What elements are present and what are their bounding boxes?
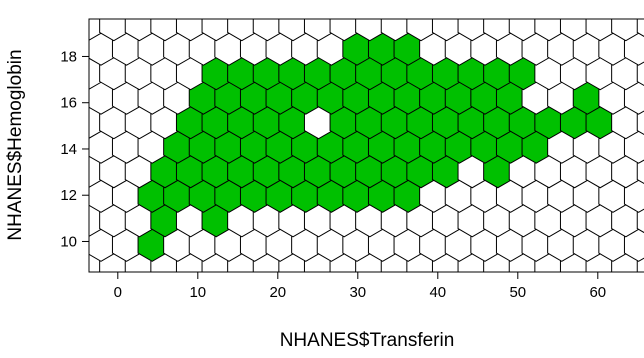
y-tick-label: 18 <box>60 48 77 65</box>
hex-cell <box>611 19 641 42</box>
hex-cell <box>623 129 644 164</box>
y-tick-label: 14 <box>60 141 77 158</box>
hex-cell <box>175 19 206 42</box>
hex-cell <box>303 19 334 42</box>
y-tick-label: 10 <box>60 233 77 250</box>
hex-cell <box>406 19 436 42</box>
hex-cell <box>623 228 644 262</box>
x-axis-title: NHANES$Transferin <box>280 330 455 351</box>
hex-cell <box>636 109 644 136</box>
hex-cell <box>636 158 644 185</box>
axes: 0 10 20 30 40 50 60 10 12 14 16 18 <box>60 18 644 301</box>
hex-cell <box>636 207 644 234</box>
hex-cell <box>483 19 513 42</box>
hex-cell <box>252 19 283 42</box>
hex-cell <box>355 19 385 42</box>
x-tick-label: 10 <box>189 284 206 301</box>
hex-cell <box>623 31 644 66</box>
x-tick-label: 0 <box>114 284 122 301</box>
hex-cell <box>380 19 411 42</box>
hex-cell <box>623 80 644 115</box>
hex-cell <box>585 19 615 42</box>
y-axis-title: NHANES$Hemoglobin <box>5 49 26 240</box>
x-tick-label: 20 <box>269 284 286 301</box>
x-tick-label: 60 <box>589 284 606 301</box>
hex-cell <box>431 19 462 42</box>
hex-cell <box>150 19 180 42</box>
hex-grid <box>89 19 644 272</box>
y-tick-label: 12 <box>60 187 77 204</box>
x-tick-label: 30 <box>349 284 366 301</box>
hex-cell <box>89 19 103 41</box>
hex-cell <box>99 19 129 42</box>
y-tick-label: 16 <box>60 95 77 112</box>
hex-cell <box>636 19 644 37</box>
hex-cell <box>124 19 155 42</box>
hex-cell <box>534 19 564 42</box>
plot-frame <box>88 18 644 273</box>
hex-cell <box>278 19 308 42</box>
x-tick-label: 40 <box>429 284 446 301</box>
hex-cell <box>623 178 644 213</box>
hex-cell <box>201 19 231 42</box>
x-tick-label: 50 <box>509 284 526 301</box>
hex-cell <box>329 19 359 42</box>
hex-cell <box>227 19 257 42</box>
hex-cell <box>559 19 590 42</box>
hex-cell <box>457 19 487 42</box>
hex-cell <box>508 19 539 42</box>
hex-cell <box>636 60 644 86</box>
